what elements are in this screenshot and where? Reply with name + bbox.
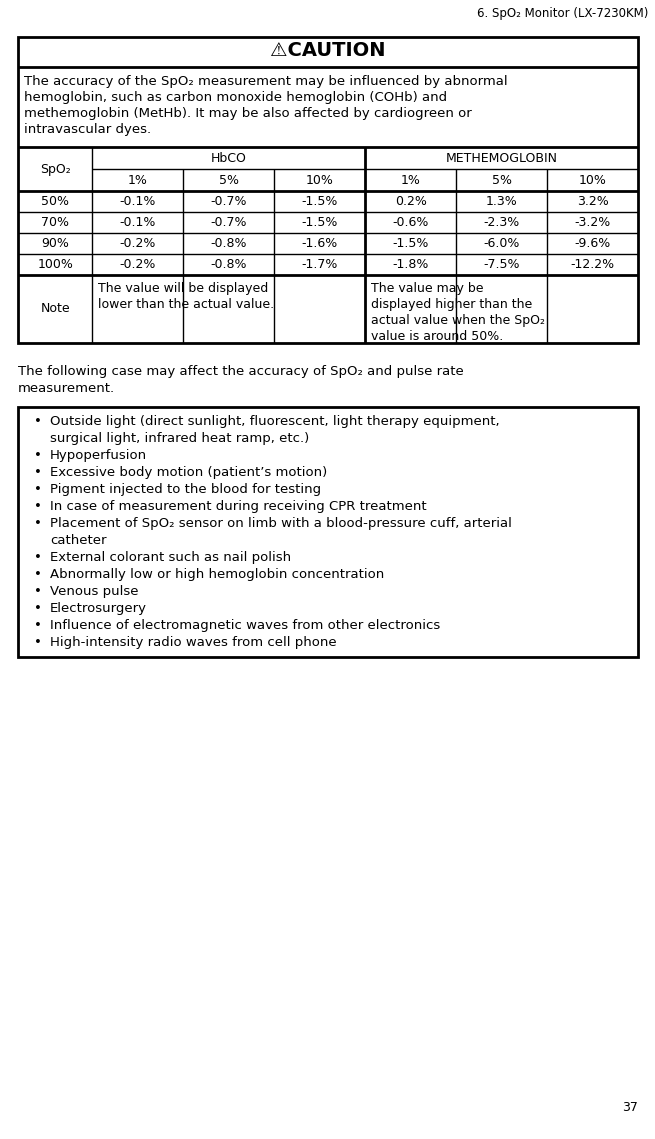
Text: -0.8%: -0.8% (210, 237, 247, 249)
Text: •: • (34, 517, 42, 530)
Text: •: • (34, 636, 42, 649)
Text: ⚠CAUTION: ⚠CAUTION (271, 41, 386, 60)
Text: •: • (34, 603, 42, 615)
Text: 90%: 90% (41, 237, 69, 249)
Text: Venous pulse: Venous pulse (50, 585, 138, 598)
Bar (18, 36, 638, 343)
Text: •: • (34, 500, 42, 513)
Text: 1%: 1% (128, 173, 148, 187)
Text: 70%: 70% (41, 216, 69, 229)
Text: -12.2%: -12.2% (571, 259, 614, 271)
Text: 1.3%: 1.3% (486, 195, 517, 208)
Text: 5%: 5% (492, 173, 512, 187)
Text: Placement of SpO₂ sensor on limb with a blood-pressure cuff, arterial: Placement of SpO₂ sensor on limb with a … (50, 517, 512, 530)
Text: -3.2%: -3.2% (574, 216, 610, 229)
Text: Excessive body motion (patient’s motion): Excessive body motion (patient’s motion) (50, 466, 328, 480)
Text: -1.5%: -1.5% (301, 216, 338, 229)
Text: 50%: 50% (41, 195, 69, 208)
Text: value is around 50%.: value is around 50%. (371, 330, 504, 343)
Text: catheter: catheter (50, 534, 107, 547)
Text: 100%: 100% (37, 259, 73, 271)
Text: 3.2%: 3.2% (576, 195, 608, 208)
Text: External colorant such as nail polish: External colorant such as nail polish (50, 551, 291, 564)
Text: 10%: 10% (306, 173, 333, 187)
Text: •: • (34, 585, 42, 598)
Text: -1.5%: -1.5% (392, 237, 429, 249)
Text: -2.3%: -2.3% (483, 216, 519, 229)
Text: -0.7%: -0.7% (210, 195, 247, 208)
Text: measurement.: measurement. (18, 382, 115, 395)
Text: Electrosurgery: Electrosurgery (50, 603, 147, 615)
Bar (18, 407, 638, 657)
Text: In case of measurement during receiving CPR treatment: In case of measurement during receiving … (50, 500, 426, 513)
Text: •: • (34, 415, 42, 428)
Text: -1.5%: -1.5% (301, 195, 338, 208)
Text: HbCO: HbCO (211, 151, 247, 164)
Text: Note: Note (41, 303, 70, 316)
Text: •: • (34, 483, 42, 495)
Text: The value will be displayed: The value will be displayed (98, 282, 269, 295)
Text: lower than the actual value.: lower than the actual value. (98, 298, 274, 311)
Text: •: • (34, 449, 42, 462)
Text: -0.1%: -0.1% (120, 216, 156, 229)
Text: -9.6%: -9.6% (574, 237, 610, 249)
Text: -1.7%: -1.7% (301, 259, 338, 271)
Text: -0.1%: -0.1% (120, 195, 156, 208)
Text: -0.2%: -0.2% (120, 259, 156, 271)
Text: displayed higher than the: displayed higher than the (371, 298, 533, 311)
Text: The following case may affect the accuracy of SpO₂ and pulse rate: The following case may affect the accura… (18, 364, 464, 378)
Text: 6. SpO₂ Monitor (LX-7230KM): 6. SpO₂ Monitor (LX-7230KM) (477, 7, 648, 21)
Text: -0.2%: -0.2% (120, 237, 156, 249)
Text: -0.7%: -0.7% (210, 216, 247, 229)
Text: -7.5%: -7.5% (483, 259, 520, 271)
Text: •: • (34, 466, 42, 480)
Text: •: • (34, 551, 42, 564)
Text: •: • (34, 568, 42, 581)
Text: 37: 37 (622, 1101, 638, 1114)
Text: Pigment injected to the blood for testing: Pigment injected to the blood for testin… (50, 483, 321, 495)
Text: Abnormally low or high hemoglobin concentration: Abnormally low or high hemoglobin concen… (50, 568, 384, 581)
Text: actual value when the SpO₂: actual value when the SpO₂ (371, 314, 545, 327)
Text: -6.0%: -6.0% (483, 237, 520, 249)
Text: -1.6%: -1.6% (301, 237, 338, 249)
Text: 10%: 10% (578, 173, 607, 187)
Text: intravascular dyes.: intravascular dyes. (24, 123, 151, 136)
Text: 5%: 5% (219, 173, 239, 187)
Text: -0.8%: -0.8% (210, 259, 247, 271)
Text: SpO₂: SpO₂ (40, 163, 71, 175)
Text: High-intensity radio waves from cell phone: High-intensity radio waves from cell pho… (50, 636, 337, 649)
Text: •: • (34, 618, 42, 632)
Text: Influence of electromagnetic waves from other electronics: Influence of electromagnetic waves from … (50, 618, 440, 632)
Text: hemoglobin, such as carbon monoxide hemoglobin (COHb) and: hemoglobin, such as carbon monoxide hemo… (24, 91, 447, 104)
Text: -1.8%: -1.8% (392, 259, 429, 271)
Text: METHEMOGLOBIN: METHEMOGLOBIN (445, 151, 557, 164)
Text: -0.6%: -0.6% (392, 216, 429, 229)
Text: The accuracy of the SpO₂ measurement may be influenced by abnormal: The accuracy of the SpO₂ measurement may… (24, 75, 508, 88)
Text: Outside light (direct sunlight, fluorescent, light therapy equipment,: Outside light (direct sunlight, fluoresc… (50, 415, 500, 428)
Text: Hypoperfusion: Hypoperfusion (50, 449, 147, 462)
Text: surgical light, infrared heat ramp, etc.): surgical light, infrared heat ramp, etc.… (50, 432, 309, 445)
Text: The value may be: The value may be (371, 282, 483, 295)
Text: 1%: 1% (401, 173, 421, 187)
Text: 0.2%: 0.2% (395, 195, 426, 208)
Text: methemoglobin (MetHb). It may be also affected by cardiogreen or: methemoglobin (MetHb). It may be also af… (24, 107, 472, 120)
